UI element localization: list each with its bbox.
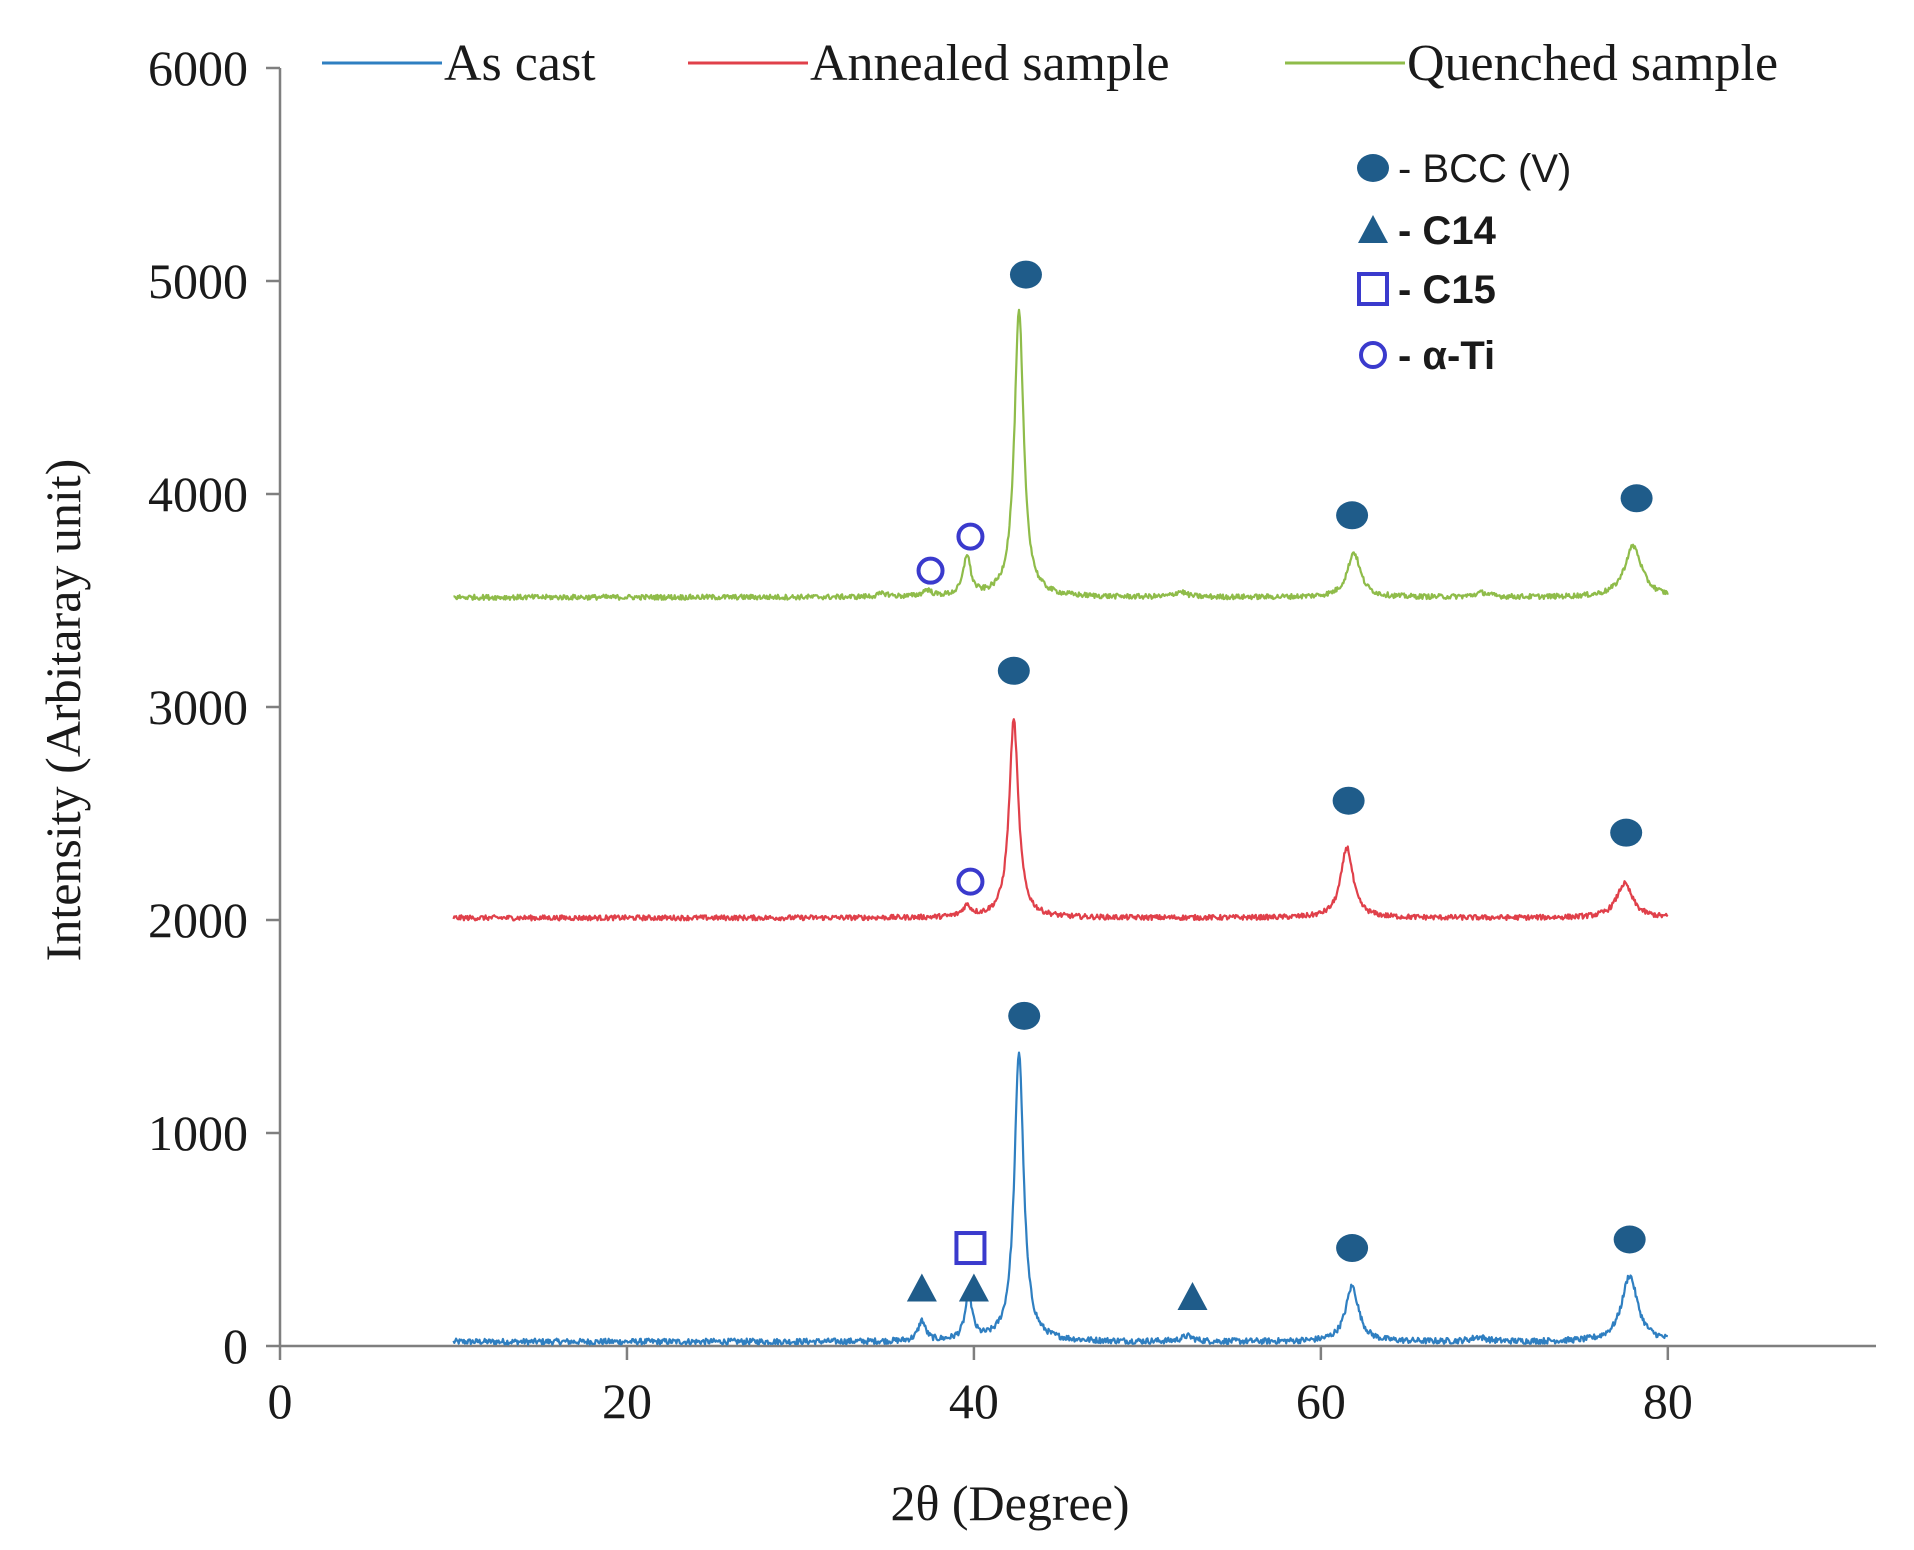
phase-symbol-filled-triangle (1358, 215, 1388, 243)
legend-label-0: As cast (444, 35, 596, 92)
peak-marker-open-circle-4 (956, 522, 985, 551)
y-tick-label-4000: 4000 (148, 466, 248, 522)
peak-marker-filled-circle-0 (1009, 260, 1042, 289)
y-axis-title: Intensity (Arbitaray unit) (35, 459, 91, 962)
peak-marker-open-circle-3 (916, 556, 945, 585)
peak-marker-filled-circle-7 (1610, 818, 1643, 847)
y-tick-label-0: 0 (223, 1318, 248, 1374)
phase-label-1: - C14 (1398, 209, 1497, 253)
peak-marker-filled-circle-5 (997, 656, 1030, 685)
phase-symbol-open-circle (1359, 341, 1387, 369)
peak-marker-filled-circle-6 (1332, 786, 1365, 815)
phase-legend: - BCC (V) - C14 - C15 - α-Ti (1357, 147, 1571, 378)
peak-marker-filled-circle-9 (1008, 1001, 1041, 1030)
x-axis-title: 2θ (Degree) (890, 1475, 1129, 1531)
x-tick-label-60: 60 (1296, 1373, 1346, 1429)
peak-marker-filled-triangle-13 (906, 1273, 937, 1302)
peak-marker-filled-circle-10 (1336, 1234, 1369, 1263)
legend-label-1: Annealed sample (810, 35, 1170, 92)
series-line-1 (452, 718, 1669, 922)
peak-marker-filled-triangle-15 (1177, 1282, 1208, 1311)
peak-marker-filled-triangle-14 (958, 1273, 989, 1302)
series-line-0 (452, 1051, 1669, 1346)
phase-symbol-filled-circle (1357, 154, 1389, 182)
legend-label-2: Quenched sample (1407, 35, 1778, 92)
y-tick-label-2000: 2000 (148, 892, 248, 948)
y-tick-label-3000: 3000 (148, 679, 248, 735)
x-tick-label-40: 40 (949, 1373, 999, 1429)
series-layer (452, 308, 1669, 1346)
phase-symbol-open-square (1357, 272, 1389, 306)
peak-markers (906, 260, 1653, 1311)
phase-label-0: - BCC (V) (1398, 147, 1571, 191)
x-tick-label-20: 20 (602, 1373, 652, 1429)
phase-label-2: - C15 (1398, 268, 1496, 312)
y-tick-label-1000: 1000 (148, 1105, 248, 1161)
peak-marker-open-square-12 (954, 1231, 987, 1266)
axes: 0 1000 2000 3000 4000 5000 6000 0 20 40 60 80 (148, 40, 1876, 1429)
x-tick-label-80: 80 (1643, 1373, 1693, 1429)
x-tick-label-0: 0 (268, 1373, 293, 1429)
phase-label-3: - α-Ti (1398, 334, 1495, 378)
y-tick-label-5000: 5000 (148, 253, 248, 309)
peak-marker-filled-circle-1 (1336, 501, 1369, 530)
peak-marker-filled-circle-2 (1620, 484, 1653, 513)
peak-marker-open-circle-8 (956, 867, 985, 896)
peak-marker-filled-circle-11 (1613, 1225, 1646, 1254)
legend: As cast Annealed sample Quenched sample (322, 35, 1778, 92)
series-line-2 (453, 308, 1669, 601)
y-tick-label-6000: 6000 (148, 40, 248, 96)
